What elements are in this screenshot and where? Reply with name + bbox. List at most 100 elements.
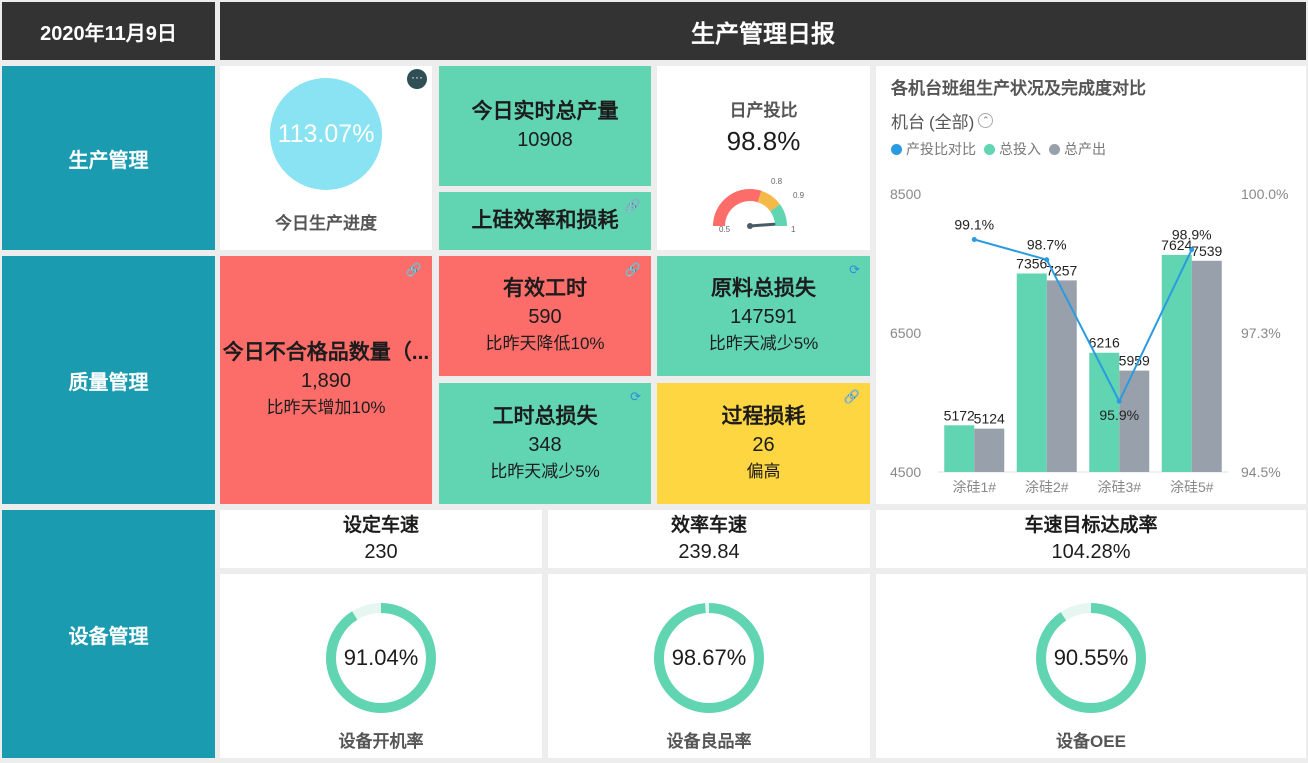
ring-fill (326, 603, 436, 713)
defects-sub: 比昨天增加10% (266, 398, 386, 417)
material-loss-sub: 比昨天减少5% (708, 334, 819, 353)
oee-ring-label: 设备OEE (1056, 732, 1126, 751)
legend-item-ratio[interactable]: 产投比对比 (891, 139, 976, 159)
ratio-line (973, 238, 1193, 404)
gauge-hub (747, 223, 753, 229)
x-tick-label: 涂硅2# (1025, 479, 1069, 495)
ring-fill (1036, 603, 1146, 713)
realtime-output-card[interactable]: 今日实时总产量 10908 (439, 66, 651, 186)
uptime-ring (326, 603, 436, 713)
effective-hours-title: 有效工时 (503, 277, 587, 300)
y-right-tick: 100.0% (1241, 186, 1288, 202)
ratio-point (1044, 257, 1050, 263)
speed-target-card: 车速目标达成率 104.28% (876, 510, 1306, 568)
ratio-data-label: 98.9% (1172, 227, 1212, 243)
ratio-card: 日产投比 98.8% 0.5 0.8 0.9 1 (657, 66, 870, 250)
set-speed-value: 230 (364, 541, 398, 563)
speed-target-value: 104.28% (1051, 541, 1131, 563)
bar-data-label: 7257 (1046, 262, 1077, 278)
bar-data-label: 5124 (974, 411, 1005, 427)
chart-legend: 产投比对比 总投入 总产出 (891, 139, 1106, 159)
bar-data-label: 5959 (1119, 353, 1150, 369)
material-loss-card[interactable]: ⟳ 原料总损失 147591 比昨天减少5% (657, 256, 870, 376)
y-right-tick: 94.5% (1241, 464, 1281, 480)
progress-label: 今日生产进度 (275, 214, 377, 233)
hours-loss-title: 工时总损失 (492, 404, 598, 428)
filter-value: (全部) (929, 113, 975, 132)
bar-output (1119, 370, 1150, 472)
oee-ring-value: 90.55% (1053, 645, 1129, 670)
chart-title: 各机台班组生产状况及完成度对比 (891, 79, 1146, 98)
process-loss-card[interactable]: 🔗 过程损耗 26 偏高 (657, 383, 870, 504)
machine-filter[interactable]: 机台 (全部) ⌃ (891, 108, 994, 133)
gauge-needle (748, 222, 776, 228)
uptime-ring-label: 设备开机率 (338, 732, 424, 751)
speed-target-title: 车速目标达成率 (1024, 515, 1158, 536)
ring-fill (654, 603, 764, 713)
link-icon[interactable]: 🔗 (405, 262, 422, 277)
ratio-data-label: 95.9% (1099, 407, 1139, 423)
bar-input (1016, 273, 1047, 472)
section-equipment[interactable]: 设备管理 (2, 510, 215, 758)
link-icon[interactable]: 🔗 (624, 262, 641, 277)
x-tick-label: 涂硅1# (952, 479, 996, 495)
y-left-tick: 4500 (890, 464, 921, 480)
section-production[interactable]: 生产管理 (2, 66, 215, 250)
defects-card[interactable]: 🔗 今日不合格品数量（... 1,890 比昨天增加10% (220, 256, 432, 504)
report-date: 2020年11月9日 (2, 2, 215, 60)
gauge-tick-b: 0.9 (793, 191, 805, 200)
progress-bubble: 113.07% (270, 78, 382, 190)
ratio-title: 日产投比 (729, 101, 798, 120)
legend-dot-icon (1049, 144, 1060, 155)
refresh-icon[interactable]: ⟳ (849, 262, 860, 277)
hours-loss-card[interactable]: ⟳ 工时总损失 348 比昨天减少5% (439, 383, 651, 504)
material-loss-value: 147591 (730, 306, 797, 328)
legend-item-input[interactable]: 总投入 (984, 139, 1041, 159)
ratio-gauge: 0.5 0.8 0.9 1 (713, 177, 805, 234)
process-loss-value: 26 (752, 433, 775, 456)
progress-value: 113.07% (277, 119, 375, 148)
silicon-efficiency-title: 上硅效率和损耗 (471, 209, 619, 232)
filter-label: 机台 (891, 113, 925, 132)
refresh-icon[interactable]: ⟳ (630, 389, 641, 404)
production-progress-card: ··· 113.07% 今日生产进度 (220, 66, 432, 250)
uptime-ring-card: 91.04% 设备开机率 (220, 574, 542, 758)
gauge-band-mid (757, 190, 780, 212)
x-tick-label: 涂硅5# (1170, 479, 1214, 495)
bar-output (1191, 260, 1222, 472)
section-quality[interactable]: 质量管理 (2, 256, 215, 504)
chevron-up-icon[interactable]: ⌃ (978, 113, 994, 128)
legend-dot-icon (984, 144, 995, 155)
bar-input (944, 425, 975, 472)
link-icon[interactable]: 🔗 (624, 198, 641, 213)
yield-ring-label: 设备良品率 (666, 732, 752, 751)
ratio-data-label: 99.1% (954, 216, 994, 232)
hours-loss-value: 348 (528, 433, 562, 456)
process-loss-sub: 偏高 (746, 461, 781, 481)
efficiency-speed-card: 效率车速 239.84 (548, 510, 870, 568)
legend-label-input: 总投入 (999, 141, 1041, 157)
y-left-tick: 8500 (890, 186, 921, 202)
oee-ring-card: 90.55% 设备OEE (876, 574, 1306, 758)
ratio-point (1189, 247, 1195, 253)
ratio-data-label: 98.7% (1027, 237, 1067, 253)
link-icon[interactable]: 🔗 (843, 389, 860, 404)
ratio-point (971, 236, 977, 242)
set-speed-card: 设定车速 230 (220, 510, 542, 568)
material-loss-title: 原料总损失 (711, 277, 816, 300)
yield-ring-card: 98.67% 设备良品率 (548, 574, 870, 758)
legend-label-output: 总产出 (1064, 141, 1106, 157)
bar-data-label: 7624 (1161, 237, 1192, 253)
page-title: 生产管理日报 (220, 2, 1306, 60)
realtime-output-title: 今日实时总产量 (471, 100, 619, 123)
gauge-band-low (713, 189, 762, 227)
defects-title: 今日不合格品数量（... (222, 341, 430, 364)
legend-dot-icon (891, 144, 902, 155)
more-icon[interactable]: ··· (407, 69, 427, 89)
oee-ring (1036, 603, 1146, 713)
legend-item-output[interactable]: 总产出 (1049, 139, 1106, 159)
effective-hours-card[interactable]: 🔗 有效工时 590 比昨天降低10% (439, 256, 651, 376)
set-speed-title: 设定车速 (342, 515, 419, 536)
gauge-tick-max: 1 (791, 225, 796, 234)
silicon-efficiency-card[interactable]: 🔗 上硅效率和损耗 (439, 192, 651, 250)
